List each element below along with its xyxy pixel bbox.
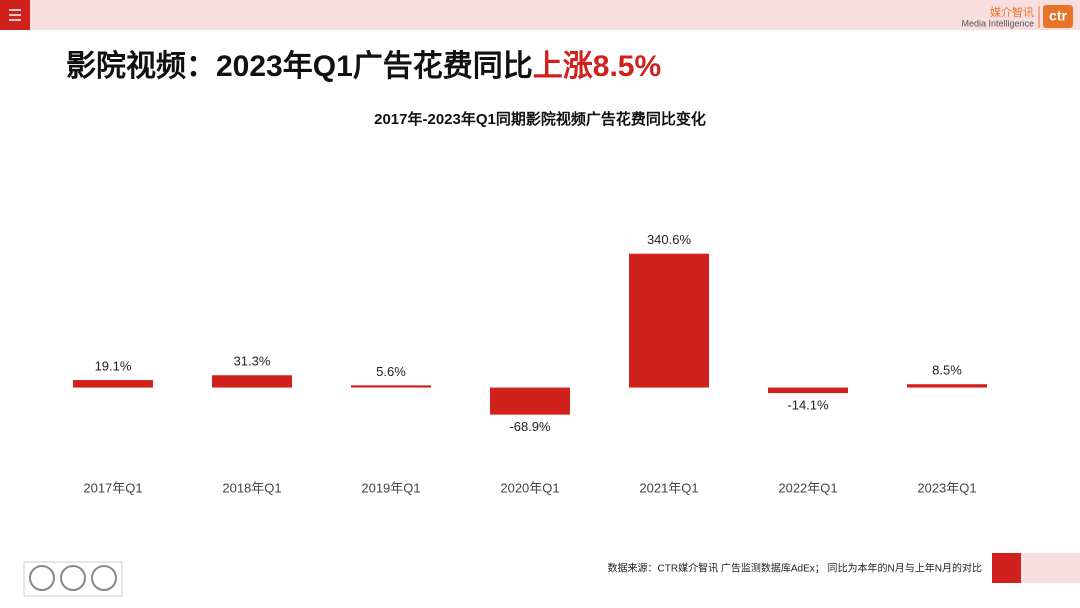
- bar: [907, 384, 987, 388]
- footer-square: [992, 553, 1021, 583]
- bar: [490, 387, 570, 415]
- top-bar: [0, 0, 1080, 30]
- logo-cn: 媒介智讯: [990, 5, 1034, 19]
- value-label: -14.1%: [787, 398, 829, 413]
- x-tick-label: 2021年Q1: [639, 480, 698, 495]
- x-tick-label: 2017年Q1: [83, 480, 142, 495]
- x-tick-label: 2020年Q1: [500, 480, 559, 495]
- value-label: 31.3%: [234, 354, 271, 369]
- logo-mark: ctr: [1049, 8, 1067, 24]
- logo-box: [1043, 5, 1073, 28]
- bar: [73, 380, 153, 388]
- value-label: 19.1%: [95, 358, 132, 373]
- source-note: 数据来源：CTR媒介智讯 广告监测数据库AdEx； 同比为本年的N月与上年N月的…: [608, 562, 982, 575]
- x-tick-label: 2019年Q1: [361, 480, 420, 495]
- headline-highlight: 上涨8.5%: [533, 50, 661, 83]
- bar: [212, 375, 292, 388]
- x-tick-label: 2023年Q1: [917, 480, 976, 495]
- value-label: 340.6%: [647, 232, 692, 247]
- bar: [629, 253, 709, 388]
- chart-title: 2017年-2023年Q1同期影院视频广告花费同比变化: [374, 110, 706, 128]
- x-tick-label: 2022年Q1: [778, 480, 837, 495]
- x-tick-label: 2018年Q1: [222, 480, 281, 495]
- logo-en: Media Intelligence: [961, 18, 1034, 28]
- bar: [351, 385, 431, 388]
- value-label: 8.5%: [932, 363, 962, 378]
- headline: 影院视频：2023年Q1广告花费同比上涨8.5%: [66, 49, 661, 83]
- headline-prefix: 影院视频：2023年Q1广告花费同比: [66, 49, 533, 83]
- value-label: -68.9%: [509, 419, 551, 434]
- menu-icon: [9, 9, 21, 21]
- footer-band: [1020, 553, 1080, 583]
- value-label: 5.6%: [376, 364, 406, 379]
- bar: [768, 387, 848, 394]
- certification-logos: [23, 561, 123, 597]
